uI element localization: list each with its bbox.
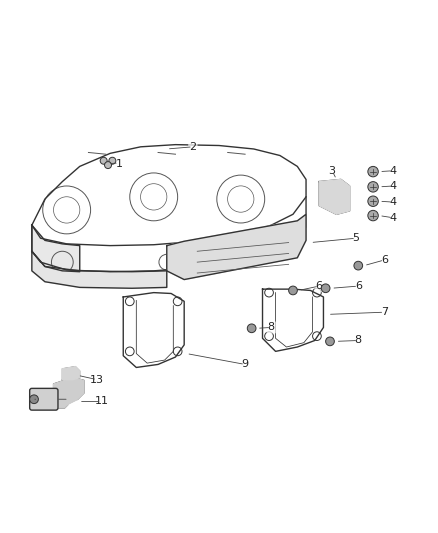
Circle shape [354, 261, 363, 270]
Text: 11: 11 [95, 397, 109, 407]
Text: 6: 6 [355, 281, 362, 291]
Circle shape [109, 157, 116, 164]
Text: 4: 4 [389, 166, 397, 176]
Text: 6: 6 [316, 281, 323, 291]
Text: 3: 3 [328, 166, 336, 176]
Polygon shape [319, 180, 350, 214]
Text: 7: 7 [381, 307, 388, 317]
Polygon shape [62, 367, 80, 379]
Circle shape [289, 286, 297, 295]
Circle shape [247, 324, 256, 333]
Text: 6: 6 [381, 255, 388, 265]
Circle shape [368, 182, 378, 192]
Text: 12: 12 [32, 394, 46, 404]
Text: 4: 4 [389, 213, 397, 223]
Circle shape [368, 211, 378, 221]
Text: 13: 13 [90, 375, 104, 385]
Text: 4: 4 [389, 181, 397, 191]
FancyBboxPatch shape [30, 389, 58, 410]
Circle shape [100, 157, 107, 164]
Polygon shape [167, 214, 306, 279]
Text: 1: 1 [115, 159, 122, 169]
Text: 9: 9 [241, 359, 249, 369]
Circle shape [368, 166, 378, 177]
Polygon shape [53, 377, 84, 408]
Text: 10: 10 [62, 394, 76, 404]
Polygon shape [32, 251, 167, 288]
Text: 8: 8 [355, 335, 362, 345]
Circle shape [368, 196, 378, 206]
Polygon shape [32, 225, 80, 272]
Circle shape [325, 337, 334, 346]
Text: 4: 4 [389, 197, 397, 207]
Circle shape [30, 395, 39, 403]
Text: 8: 8 [268, 322, 275, 333]
Text: 2: 2 [189, 142, 197, 152]
Text: 5: 5 [353, 233, 360, 243]
Circle shape [105, 161, 112, 168]
Circle shape [321, 284, 330, 293]
